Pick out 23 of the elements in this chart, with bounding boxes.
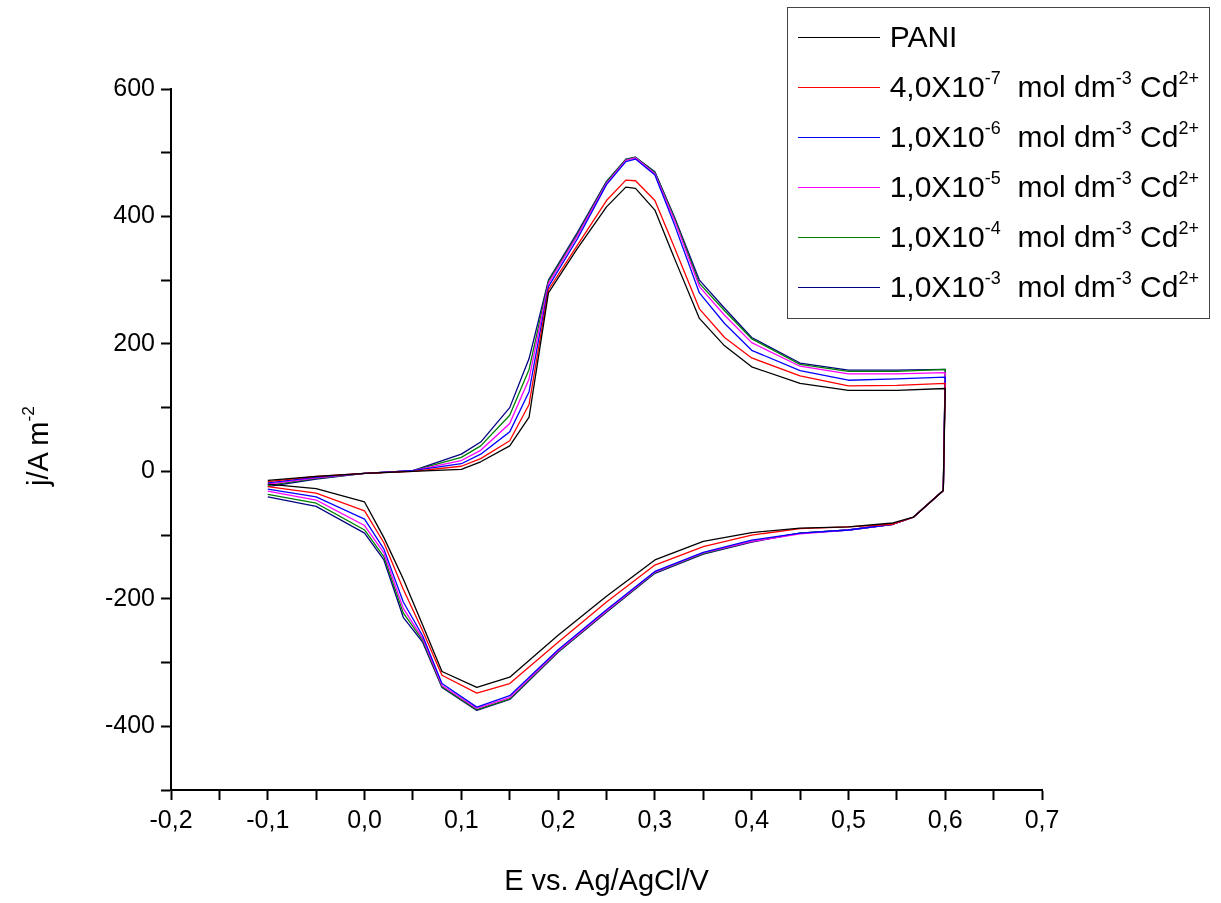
x-tick-label: 0,0 bbox=[347, 804, 382, 833]
x-tick-label: 0,2 bbox=[540, 804, 576, 833]
legend-label: 1,0X10$^{-4}$ mol dm$^{-3}$ Cd$^{2+}$ bbox=[889, 217, 1199, 254]
x-tick-label: 0,7 bbox=[1024, 804, 1060, 833]
legend-label: 1,0X10$^{-5}$ mol dm$^{-3}$ Cd$^{2+}$ bbox=[889, 167, 1199, 204]
y-tick-label: 0 bbox=[141, 455, 155, 484]
x-tick-label: -0,1 bbox=[246, 804, 290, 833]
y-tick-label: -400 bbox=[104, 710, 155, 739]
x-tick-label: 0,5 bbox=[831, 804, 866, 833]
legend-label: 1,0X10$^{-6}$ mol dm$^{-3}$ Cd$^{2+}$ bbox=[889, 117, 1199, 154]
legend-label: PANI bbox=[889, 20, 958, 54]
legend-label: 4,0X10$^{-7}$ mol dm$^{-3}$ Cd$^{2+}$ bbox=[889, 67, 1199, 104]
y-tick-label: 200 bbox=[113, 327, 155, 356]
y-tick-label: -200 bbox=[104, 582, 155, 611]
x-tick-label: 0,4 bbox=[734, 804, 770, 833]
x-tick-label: -0,2 bbox=[149, 804, 193, 833]
x-axis-title: E vs. Ag/AgCl/V bbox=[504, 863, 710, 896]
x-tick-label: 0,6 bbox=[927, 804, 963, 833]
legend-label: 1,0X10$^{-3}$ mol dm$^{-3}$ Cd$^{2+}$ bbox=[889, 267, 1199, 304]
x-tick-label: 0,3 bbox=[637, 804, 673, 833]
y-tick-label: 400 bbox=[113, 200, 155, 229]
y-tick-label: 600 bbox=[113, 72, 155, 101]
x-tick-label: 0,1 bbox=[443, 804, 479, 833]
